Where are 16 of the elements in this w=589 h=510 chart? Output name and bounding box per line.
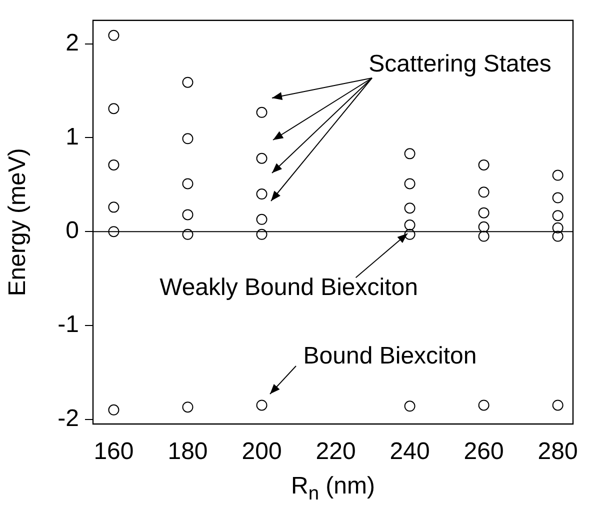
annotation: Scattering States: [368, 50, 552, 78]
x-tick-label: 160: [94, 438, 134, 466]
x-tick-label: 280: [538, 438, 578, 466]
x-tick-label: 200: [242, 438, 282, 466]
annotation: Weakly Bound Biexciton: [160, 274, 418, 302]
y-tick-label: 2: [66, 29, 79, 56]
y-tick-label: 0: [66, 217, 79, 244]
x-tick-label: 180: [168, 438, 208, 466]
y-tick-label: -2: [58, 404, 79, 432]
annotation: Bound Biexciton: [303, 342, 477, 370]
x-tick-label: 240: [390, 438, 430, 466]
y-tick-label: 1: [66, 123, 79, 150]
y-axis-title: Energy (meV): [4, 148, 32, 296]
y-tick-label: -1: [58, 311, 79, 338]
x-tick-label: 260: [464, 438, 504, 466]
x-tick-label: 220: [316, 438, 356, 466]
